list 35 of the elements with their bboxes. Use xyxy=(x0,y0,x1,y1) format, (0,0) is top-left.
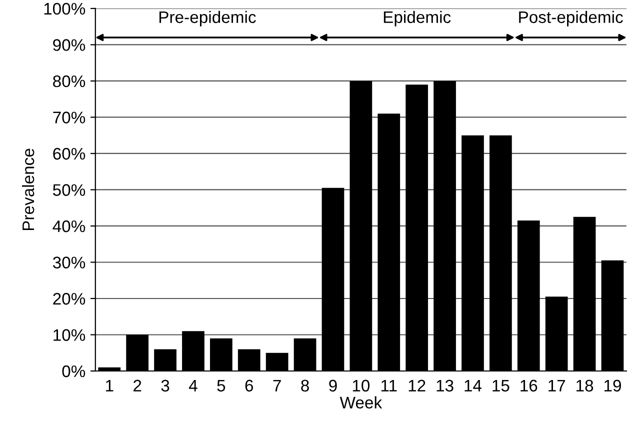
y-tick-label: 90% xyxy=(53,39,86,51)
y-tick-label: 20% xyxy=(53,292,86,305)
y-tick-label: 70% xyxy=(53,112,86,124)
x-tick-label: 12 xyxy=(408,380,426,392)
x-tick-label: 13 xyxy=(436,380,454,392)
x-tick-label: 5 xyxy=(217,380,226,392)
x-tick-label: 18 xyxy=(576,380,594,392)
x-tick-label: 2 xyxy=(134,380,142,392)
x-tick-label: 16 xyxy=(520,380,538,392)
x-tick-label: 17 xyxy=(548,380,566,392)
annotation: Post-epidemic xyxy=(519,10,623,26)
x-tick-label: 10 xyxy=(352,380,370,392)
x-tick-label: 3 xyxy=(161,380,170,392)
y-tick-label: 100% xyxy=(44,2,86,15)
y-tick-label: 30% xyxy=(52,256,86,268)
y-tick-label: 0% xyxy=(62,365,86,378)
x-tick-label: 9 xyxy=(329,380,337,392)
x-tick-label: 7 xyxy=(273,380,281,392)
x-tick-label: 19 xyxy=(604,380,621,392)
y-axis-title: Prevalence xyxy=(22,148,34,230)
annotation: Pre-epidemic xyxy=(159,10,256,26)
y-tick-label: 10% xyxy=(54,329,86,341)
x-tick-label: 4 xyxy=(188,380,198,392)
y-tick-label: 50% xyxy=(52,184,86,196)
x-tick-label: 8 xyxy=(301,380,309,392)
x-tick-label: 1 xyxy=(106,380,114,392)
x-tick-label: 11 xyxy=(382,380,397,392)
x-tick-label: 15 xyxy=(492,380,510,392)
annotation: Epidemic xyxy=(384,10,451,26)
x-axis-title: Week xyxy=(340,396,382,408)
y-tick-label: 60% xyxy=(53,148,86,160)
y-tick-label: 40% xyxy=(52,220,86,232)
x-tick-label: 14 xyxy=(464,380,482,392)
y-tick-label: 80% xyxy=(53,75,86,88)
x-tick-label: 6 xyxy=(245,380,254,392)
